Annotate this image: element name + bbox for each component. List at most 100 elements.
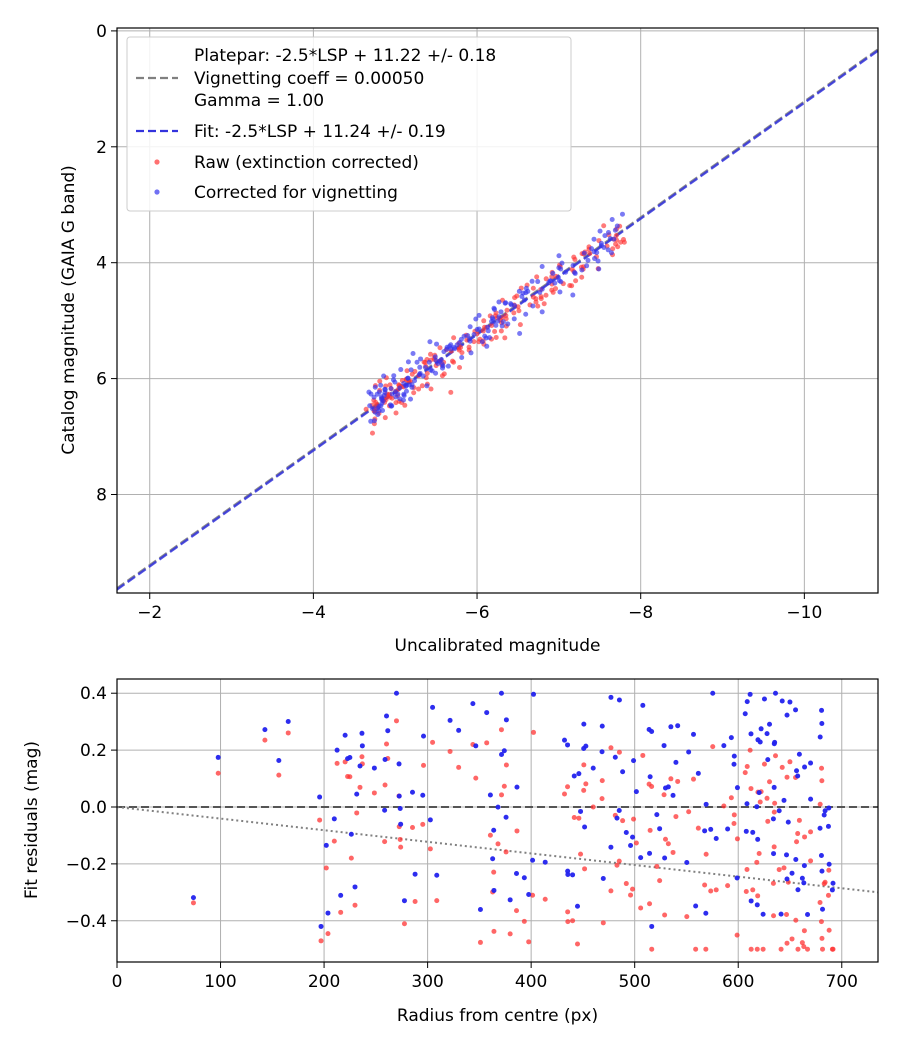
bottom-point-corrected — [773, 690, 779, 696]
top-point-raw — [448, 389, 454, 395]
bottom-point-raw — [398, 844, 404, 850]
top-point-corrected — [408, 396, 414, 402]
bottom-point-corrected — [754, 902, 760, 908]
bottom-point-corrected — [398, 821, 404, 827]
top-point-corrected — [401, 392, 407, 398]
bottom-point-raw — [734, 932, 740, 938]
bottom-grid — [116, 679, 878, 962]
bottom-point-raw — [565, 784, 571, 790]
top-point-raw — [439, 373, 445, 379]
bottom-point-raw — [430, 739, 436, 745]
top-point-corrected — [371, 418, 377, 424]
bottom-y-tick-label: −0.4 — [66, 912, 107, 932]
legend-corrected-label: Corrected for vignetting — [194, 183, 398, 203]
bottom-ref-lines — [117, 805, 878, 894]
top-point-corrected — [479, 339, 485, 345]
bottom-point-corrected — [503, 814, 509, 820]
bottom-point-corrected — [734, 785, 740, 791]
bottom-point-raw — [487, 832, 493, 838]
top-point-raw — [404, 368, 410, 374]
legend-raw-marker — [154, 159, 160, 165]
bottom-x-tick-label: 500 — [618, 972, 650, 992]
bottom-point-raw — [491, 869, 497, 875]
bottom-y-axis-label: Fit residuals (mag) — [22, 741, 42, 899]
bottom-point-corrected — [808, 796, 814, 802]
bottom-point-corrected — [693, 903, 699, 909]
top-legend: Platepar: -2.5*LSP + 11.22 +/- 0.18 Vign… — [126, 36, 572, 212]
top-point-corrected — [400, 397, 406, 403]
top-point-corrected — [476, 312, 482, 318]
bottom-point-raw — [318, 938, 324, 944]
bottom-point-corrected — [647, 850, 653, 856]
bottom-point-corrected — [771, 851, 777, 857]
bottom-point-raw — [764, 795, 770, 801]
bottom-point-corrected — [829, 887, 835, 893]
bottom-point-raw — [531, 729, 537, 735]
bottom-point-raw — [623, 881, 629, 887]
bottom-point-raw — [262, 737, 268, 743]
bottom-point-raw — [647, 901, 653, 907]
bottom-point-raw — [571, 815, 577, 821]
top-point-corrected — [482, 333, 488, 339]
bottom-point-corrected — [799, 875, 805, 881]
bottom-point-corrected — [742, 711, 748, 717]
bottom-point-raw — [382, 839, 388, 845]
top-point-raw — [543, 292, 549, 298]
bottom-point-raw — [616, 858, 622, 864]
top-point-raw — [481, 318, 487, 324]
top-point-corrected — [591, 236, 597, 242]
bottom-point-raw — [630, 886, 636, 892]
top-point-raw — [543, 276, 549, 282]
bottom-point-corrected — [397, 805, 403, 811]
bottom-point-raw — [325, 931, 331, 937]
top-point-corrected — [570, 292, 576, 298]
bottom-chart: 0 100 200 300 400 500 600 700 −0.4 −0.2 0.0 0.2 0.4… — [22, 678, 879, 1026]
bottom-point-corrected — [578, 808, 584, 814]
bottom-point-raw — [338, 909, 344, 915]
top-point-raw — [502, 335, 508, 341]
top-point-raw — [416, 386, 422, 392]
top-point-corrected — [516, 288, 522, 294]
top-point-corrected — [596, 266, 602, 272]
bottom-point-corrected — [795, 773, 801, 779]
bottom-point-corrected — [748, 898, 754, 904]
top-point-corrected — [420, 373, 426, 379]
bottom-point-raw — [581, 787, 587, 793]
bottom-point-raw — [434, 898, 440, 904]
top-point-corrected — [427, 339, 433, 345]
top-point-corrected — [556, 278, 562, 284]
top-point-raw — [579, 274, 585, 280]
bottom-point-corrected — [691, 731, 697, 737]
top-point-corrected — [612, 227, 618, 233]
bottom-point-raw — [819, 765, 825, 771]
top-point-corrected — [485, 328, 491, 334]
bottom-point-raw — [501, 783, 507, 789]
bottom-point-corrected — [776, 808, 782, 814]
bottom-point-corrected — [673, 759, 679, 765]
bottom-point-corrected — [498, 690, 504, 696]
bottom-point-corrected — [616, 697, 622, 703]
top-point-raw — [610, 246, 616, 252]
bottom-point-raw — [657, 878, 663, 884]
top-point-corrected — [489, 315, 495, 321]
bottom-point-raw — [477, 939, 483, 945]
bottom-y-tick-label: 0.2 — [80, 741, 107, 761]
bottom-point-raw — [514, 828, 520, 834]
bottom-point-corrected — [526, 892, 532, 898]
bottom-point-raw — [521, 918, 527, 924]
bottom-point-raw — [420, 821, 426, 827]
bottom-point-corrected — [608, 694, 614, 700]
bottom-point-corrected — [630, 834, 636, 840]
top-x-tick-label: −2 — [137, 603, 162, 623]
top-point-corrected — [445, 363, 451, 369]
top-point-corrected — [426, 359, 432, 365]
bottom-point-corrected — [744, 801, 750, 807]
bottom-point-corrected — [825, 823, 831, 829]
bottom-x-tick-label: 300 — [411, 972, 443, 992]
bottom-point-raw — [384, 741, 390, 747]
bottom-point-raw — [190, 900, 196, 906]
bottom-point-corrected — [434, 872, 440, 878]
bottom-point-corrected — [530, 857, 536, 863]
top-point-corrected — [594, 250, 600, 256]
top-point-corrected — [572, 270, 578, 276]
